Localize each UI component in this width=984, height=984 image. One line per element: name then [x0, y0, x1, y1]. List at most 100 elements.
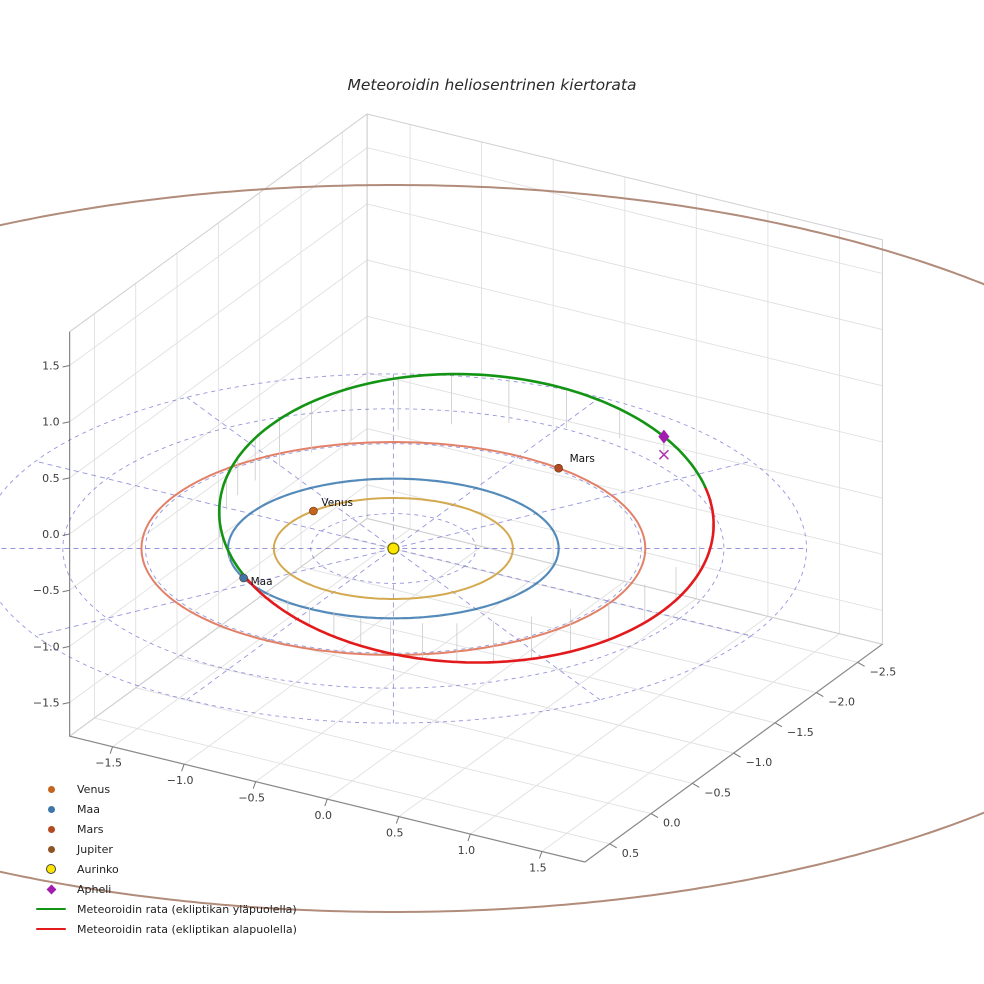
- x-tick-label: 1.5: [529, 862, 547, 875]
- aphelion-projection-x-icon: [658, 449, 669, 460]
- grid-line: [658, 449, 669, 460]
- grid-line: [62, 645, 70, 649]
- legend-label: Venus: [77, 782, 111, 796]
- plot-title: Meteoroidin heliosentrinen kiertorata: [347, 76, 637, 94]
- legend-marker-dot-outline-icon: [33, 864, 69, 874]
- legend-label: Maa: [77, 802, 100, 816]
- grid-line: [252, 781, 257, 789]
- legend-item: Meteoroidin rata (ekliptikan alapuolella…: [33, 919, 297, 939]
- z-tick-label: 0.0: [42, 528, 60, 541]
- legend-marker-shape: [36, 927, 66, 931]
- z-tick-label: −1.0: [33, 640, 60, 653]
- venus-orbit-path: [272, 497, 514, 600]
- grid-line: [538, 851, 543, 859]
- legend-marker-shape: [47, 825, 55, 833]
- grid-line: [816, 692, 824, 698]
- planet-label-venus: Venus: [321, 497, 353, 509]
- ecliptic-grid-radial: [393, 548, 601, 701]
- ecliptic-grid-radial: [393, 396, 601, 549]
- legend-label: Aurinko: [77, 862, 119, 876]
- grid-line: [650, 813, 659, 819]
- grid-line: [366, 371, 883, 499]
- legend-marker-line-icon: [33, 927, 69, 931]
- grid-line: [69, 203, 368, 423]
- maa-orbit-path: [227, 477, 560, 620]
- ecliptic-grid-radial: [35, 548, 394, 637]
- legend-marker-diamond-icon: [33, 884, 69, 894]
- legend-marker-dot-icon: [33, 805, 69, 813]
- legend-marker-shape: [47, 845, 55, 853]
- grid-line: [69, 147, 368, 366]
- legend-item: Venus: [33, 779, 297, 799]
- grid-line: [366, 147, 883, 274]
- legend-item: Apheli: [33, 879, 297, 899]
- grid-line: [69, 428, 368, 647]
- legend-marker-shape: [46, 864, 56, 874]
- z-tick-label: 1.0: [42, 416, 60, 429]
- grid-line: [366, 259, 883, 387]
- grid-line: [366, 315, 883, 443]
- grid-line: [94, 717, 610, 845]
- y-tick-label: −0.5: [704, 786, 731, 799]
- grid-line: [366, 203, 883, 331]
- planet-label-maa: Maa: [251, 576, 273, 588]
- grid-line: [62, 533, 70, 536]
- legend-item: Meteoroidin rata (ekliptikan yläpuolella…: [33, 899, 297, 919]
- grid-line: [733, 752, 741, 758]
- x-tick-label: 0.5: [386, 827, 404, 840]
- legend-marker-shape: [47, 785, 55, 793]
- z-tick-label: −0.5: [33, 584, 60, 597]
- meteoroid-above-path: [217, 372, 707, 579]
- aphelion-marker: [658, 429, 670, 444]
- x-tick-label: 1.0: [458, 844, 476, 857]
- planet-marker-maa: [239, 573, 248, 583]
- y-tick-label: 0.5: [622, 847, 640, 860]
- grid-line: [342, 536, 858, 663]
- legend-marker-dot-icon: [33, 785, 69, 793]
- meteoroid-below-path: [267, 485, 715, 664]
- meteoroid-orbit-above: [217, 372, 707, 579]
- ecliptic-grid-radial: [35, 460, 394, 549]
- grid-line: [692, 782, 700, 788]
- x-tick-label: −0.5: [238, 792, 265, 805]
- ecliptic-grid-radial: [393, 548, 752, 637]
- y-tick-label: −1.0: [746, 756, 773, 769]
- meteoroid-below-path: [244, 576, 271, 602]
- legend-marker-dot-icon: [33, 825, 69, 833]
- grid-line: [135, 687, 652, 815]
- legend-label: Meteoroidin rata (ekliptikan alapuolella…: [77, 922, 297, 936]
- grid-line: [176, 657, 693, 784]
- grid-line: [467, 833, 471, 842]
- grid-line: [69, 484, 368, 703]
- legend-label: Jupiter: [77, 842, 113, 856]
- legend-marker-shape: [36, 907, 66, 911]
- grid-line: [69, 315, 368, 535]
- ecliptic-grid-radial: [393, 460, 752, 549]
- z-tick-label: −1.5: [33, 697, 60, 710]
- y-tick-label: −1.5: [787, 726, 814, 739]
- grid-line: [62, 702, 70, 705]
- legend-item: Jupiter: [33, 839, 297, 859]
- legend-item: Maa: [33, 799, 297, 819]
- z-tick-label: 0.5: [42, 472, 60, 485]
- planet-marker-mars: [554, 463, 563, 473]
- ecliptic-grid-circle: [0, 373, 807, 724]
- grid-line: [69, 372, 368, 591]
- x-tick-label: −1.0: [167, 774, 194, 787]
- y-tick-label: −2.5: [870, 665, 897, 678]
- z-tick-label: 1.5: [42, 360, 60, 373]
- grid-line: [109, 746, 114, 754]
- grid-line: [62, 477, 70, 480]
- planet-label-mars: Mars: [570, 453, 595, 465]
- grid-line: [181, 764, 185, 772]
- markers: Venus Maa Mars: [239, 429, 670, 588]
- x-tick-label: 0.0: [315, 809, 333, 822]
- legend-item: Mars: [33, 819, 297, 839]
- legend-label: Meteoroidin rata (ekliptikan yläpuolella…: [77, 902, 297, 916]
- grid-line: [857, 661, 865, 667]
- axes-panes: [68, 113, 884, 863]
- jupiter-orbit-path: [0, 184, 984, 913]
- grid-line: [324, 798, 328, 807]
